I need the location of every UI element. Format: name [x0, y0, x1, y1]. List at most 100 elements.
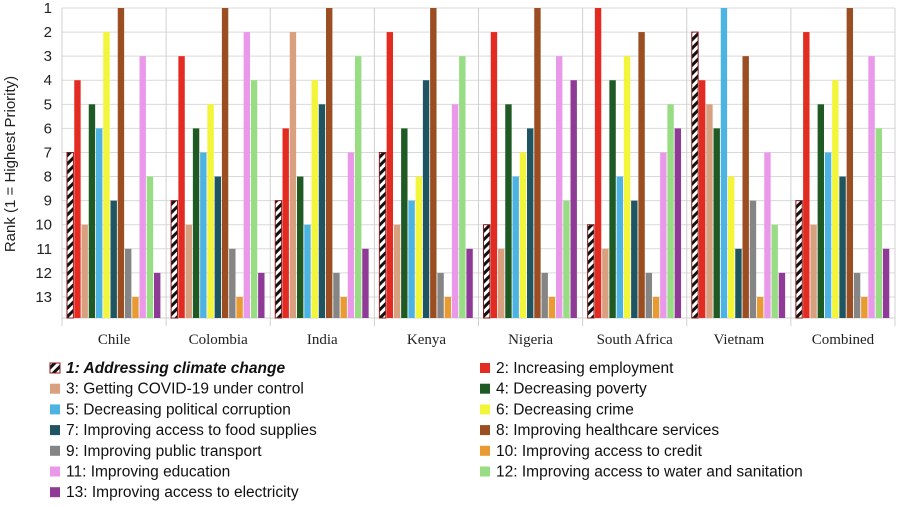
- y-tick-label: 1: [44, 0, 52, 17]
- legend-swatch: [480, 466, 490, 477]
- y-axis-label: Rank (1 = Highest Priority): [2, 76, 19, 252]
- y-tick-label: 13: [35, 289, 52, 306]
- bar-colombia-series-5: [200, 152, 207, 318]
- bar-chile-series-1: [66, 151, 74, 319]
- bar-south-africa-series-13: [674, 128, 682, 318]
- bar-kenya-series-8: [430, 8, 437, 318]
- legend-swatch: [50, 487, 60, 498]
- legend-label: 4: Decreasing poverty: [496, 381, 647, 398]
- legend-swatch: [480, 404, 490, 415]
- bar-south-africa-series-2: [594, 8, 602, 318]
- bar-combined-series-4: [817, 104, 825, 318]
- bar-nigeria-series-3: [498, 248, 505, 318]
- bar-south-africa-series-4: [609, 80, 616, 319]
- legend: 1: Addressing climate change 2: Increasin…: [49, 360, 803, 501]
- bar-vietnam-series-11: [764, 152, 771, 318]
- bar-kenya-series-9: [437, 272, 444, 318]
- bar-chile-series-3: [81, 224, 88, 318]
- x-category-label: Kenya: [407, 332, 446, 348]
- legend-label: 12: Improving access to water and sanita…: [496, 464, 803, 481]
- bar-chile-series-5: [96, 128, 103, 318]
- x-category-label: Nigeria: [508, 332, 553, 348]
- x-category-label: South Africa: [597, 332, 674, 348]
- bar-colombia-series-13: [258, 272, 265, 318]
- bar-kenya-series-6: [415, 176, 423, 318]
- x-category-label: Vietnam: [713, 332, 764, 348]
- bar-chile-series-13: [154, 272, 161, 318]
- bar-nigeria-series-12: [563, 200, 570, 318]
- y-tick-label: 2: [44, 24, 52, 41]
- bar-india-series-11: [347, 152, 355, 318]
- bar-india-series-2: [282, 128, 289, 318]
- y-tick-label: 4: [44, 72, 52, 89]
- bar-combined-series-5: [824, 152, 832, 318]
- bar-kenya-series-4: [401, 128, 408, 318]
- bar-nigeria-series-13: [570, 80, 577, 319]
- bar-combined-series-2: [803, 32, 810, 318]
- bar-chile-series-7: [110, 200, 117, 318]
- bar-vietnam-series-7: [735, 248, 742, 318]
- bar-india-series-13: [362, 248, 369, 318]
- bar-nigeria-series-2: [490, 32, 498, 318]
- bar-india-series-12: [355, 56, 362, 318]
- legend-swatch: [50, 425, 60, 436]
- bar-south-africa-series-6: [623, 56, 631, 318]
- bar-combined-series-9: [853, 272, 861, 318]
- legend-label: 3: Getting COVID-19 under control: [66, 381, 304, 398]
- bar-colombia-series-8: [221, 8, 229, 318]
- bar-vietnam-series-2: [699, 80, 706, 319]
- x-category-label: Chile: [98, 332, 131, 348]
- x-category-label: India: [307, 332, 338, 348]
- bar-colombia-series-11: [243, 32, 251, 318]
- y-tick-label: 3: [44, 48, 52, 65]
- legend-swatch: [50, 466, 60, 477]
- legend-swatch: [49, 362, 61, 374]
- legend-label: 7: Improving access to food supplies: [66, 422, 317, 439]
- legend-label: 13: Improving access to electricity: [66, 484, 299, 501]
- bar-chile-series-12: [146, 176, 154, 318]
- bar-india-series-1: [274, 200, 283, 319]
- legend-swatch: [50, 404, 60, 415]
- y-tick-label: 6: [44, 120, 52, 137]
- bar-india-series-6: [311, 80, 318, 319]
- bar-chile-series-6: [103, 32, 110, 318]
- bar-india-series-5: [304, 224, 311, 318]
- bar-south-africa-series-10: [652, 296, 660, 318]
- bar-colombia-series-2: [178, 56, 185, 318]
- bar-india-series-8: [326, 8, 333, 318]
- bar-south-africa-series-7: [631, 200, 638, 318]
- bar-colombia-series-12: [250, 80, 258, 319]
- bar-nigeria-series-5: [512, 176, 519, 318]
- y-tick-label: 11: [36, 241, 52, 258]
- bar-india-series-4: [297, 176, 304, 318]
- bar-vietnam-series-10: [757, 296, 764, 318]
- x-axis-categories: Chile Colombia India Kenya Nigeria South Afri…: [98, 332, 875, 348]
- legend-swatch: [50, 445, 60, 456]
- bar-chile-series-11: [139, 56, 146, 318]
- bar-vietnam-series-9: [749, 200, 757, 318]
- bar-south-africa-series-8: [638, 32, 645, 318]
- y-tick-label: 8: [44, 169, 52, 186]
- legend-label: 9: Improving public transport: [66, 443, 262, 460]
- x-category-label: Colombia: [189, 332, 249, 348]
- bar-colombia-series-1: [170, 200, 179, 319]
- legend-label: 11: Improving education: [66, 464, 230, 481]
- bar-colombia-series-3: [185, 224, 193, 318]
- bar-kenya-series-2: [386, 32, 394, 318]
- bar-kenya-series-5: [408, 200, 415, 318]
- legend-label: 6: Decreasing crime: [496, 401, 634, 418]
- bar-south-africa-series-9: [645, 272, 653, 318]
- y-tick-label: 10: [35, 217, 52, 234]
- bar-kenya-series-3: [393, 224, 401, 318]
- bar-combined-series-8: [846, 8, 854, 318]
- bar-combined-series-6: [832, 80, 839, 319]
- legend-label: 10: Improving access to credit: [496, 443, 703, 460]
- bar-south-africa-series-12: [667, 104, 674, 318]
- bar-vietnam-series-5: [720, 8, 728, 318]
- x-category-label: Combined: [812, 332, 875, 348]
- bar-combined-series-10: [861, 296, 868, 318]
- legend-swatch: [480, 383, 490, 394]
- bar-combined-series-7: [839, 176, 846, 318]
- bar-colombia-series-6: [207, 104, 214, 318]
- legend-swatch: [480, 425, 490, 436]
